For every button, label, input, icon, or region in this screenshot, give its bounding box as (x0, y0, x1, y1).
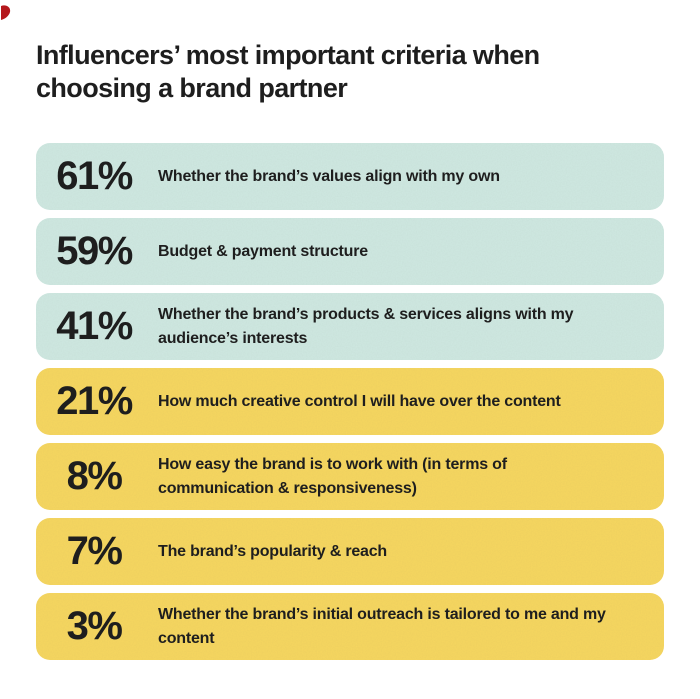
criteria-label: Whether the brand’s values align with my… (158, 165, 500, 189)
percent-value: 61% (56, 154, 133, 198)
percent-value: 41% (56, 304, 133, 348)
criteria-list: 61% Whether the brand’s values align wit… (36, 143, 664, 660)
criteria-label-line: Whether the brand’s initial outreach is … (158, 605, 606, 623)
percent-value: 7% (66, 529, 123, 573)
criteria-label-line: Whether the brand’s products & services … (158, 305, 574, 323)
criteria-label-line: audience’s interests (158, 329, 308, 347)
criteria-label: Budget & payment structure (158, 240, 368, 264)
criteria-label-line: communication & responsiveness) (158, 479, 417, 497)
criteria-row-4: 21% How much creative control I will hav… (36, 368, 664, 435)
criteria-label: How easy the brand is to work with (in t… (158, 453, 507, 501)
percent-value: 8% (66, 454, 123, 498)
criteria-label-line: How easy the brand is to work with (in t… (158, 455, 507, 473)
criteria-row-1: 61% Whether the brand’s values align wit… (36, 143, 664, 210)
criteria-label-line: How much creative control I will have ov… (158, 392, 561, 410)
percent-value: 21% (56, 379, 133, 423)
page-title-line-1: Influencers’ most important criteria whe… (36, 40, 540, 70)
criteria-row-2: 59% Budget & payment structure (36, 218, 664, 285)
criteria-label-line: The brand’s popularity & reach (158, 542, 388, 560)
page-title-line-2: choosing a brand partner (36, 73, 348, 103)
percent-value: 3% (66, 604, 123, 648)
criteria-label-line: Whether the brand’s values align with my… (158, 167, 500, 185)
red-corner-mark-icon (1, 5, 11, 20)
criteria-row-7: 3% Whether the brand’s initial outreach … (36, 593, 664, 660)
criteria-label: Whether the brand’s initial outreach is … (158, 603, 606, 651)
criteria-row-5: 8% How easy the brand is to work with (i… (36, 443, 664, 510)
criteria-label: Whether the brand’s products & services … (158, 303, 574, 351)
criteria-label-line: content (158, 629, 215, 647)
criteria-row-6: 7% The brand’s popularity & reach (36, 518, 664, 585)
page-title: Influencers’ most important criteria whe… (36, 39, 540, 105)
criteria-row-3: 41% Whether the brand’s products & servi… (36, 293, 664, 360)
criteria-label: How much creative control I will have ov… (158, 390, 561, 414)
criteria-label-line: Budget & payment structure (158, 242, 368, 260)
percent-value: 59% (56, 229, 133, 273)
criteria-label: The brand’s popularity & reach (158, 540, 387, 564)
